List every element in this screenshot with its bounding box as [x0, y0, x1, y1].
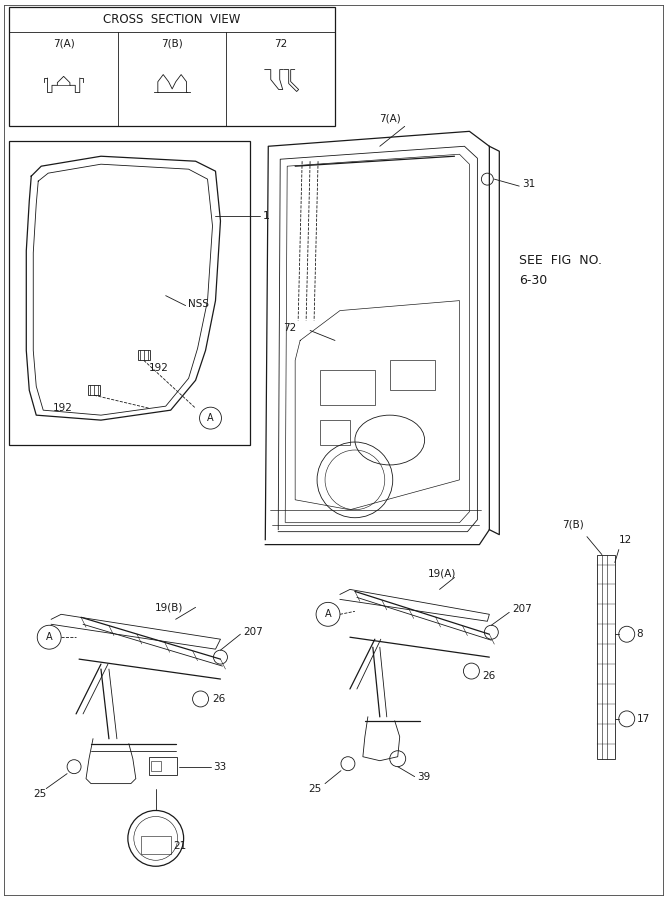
Text: A: A — [207, 413, 214, 423]
Bar — [88, 385, 100, 395]
Bar — [138, 350, 150, 360]
Bar — [149, 757, 177, 775]
Text: 192: 192 — [53, 403, 73, 413]
Text: 207: 207 — [243, 627, 263, 637]
Text: 26: 26 — [213, 694, 225, 704]
Text: 25: 25 — [33, 788, 47, 798]
Bar — [320, 370, 375, 405]
Text: 72: 72 — [274, 39, 287, 49]
Text: 12: 12 — [619, 535, 632, 544]
Text: 17: 17 — [637, 714, 650, 724]
Text: 21: 21 — [173, 842, 187, 851]
Text: NSS: NSS — [187, 299, 209, 309]
Text: CROSS  SECTION  VIEW: CROSS SECTION VIEW — [103, 14, 241, 26]
Bar — [141, 836, 171, 854]
Text: 19(B): 19(B) — [155, 602, 183, 612]
Text: A: A — [46, 632, 53, 643]
Text: 7(A): 7(A) — [53, 39, 75, 49]
Text: 19(A): 19(A) — [428, 569, 456, 579]
Bar — [597, 554, 615, 759]
Bar — [390, 360, 435, 391]
Text: 72: 72 — [283, 322, 296, 332]
Text: 1: 1 — [263, 211, 270, 221]
Bar — [9, 7, 335, 126]
Text: 26: 26 — [482, 671, 496, 681]
Text: 6-30: 6-30 — [519, 274, 548, 287]
Text: 8: 8 — [637, 629, 644, 639]
Text: A: A — [325, 609, 331, 619]
Text: SEE  FIG  NO.: SEE FIG NO. — [519, 255, 602, 267]
Text: 7(B): 7(B) — [161, 39, 183, 49]
Bar — [151, 760, 161, 770]
Text: 31: 31 — [522, 179, 536, 189]
Text: 7(A): 7(A) — [379, 113, 401, 123]
Text: 25: 25 — [308, 784, 321, 794]
Text: 207: 207 — [512, 604, 532, 615]
Text: 39: 39 — [418, 771, 431, 781]
Text: 33: 33 — [213, 761, 227, 771]
Bar — [9, 141, 250, 445]
Bar — [320, 420, 350, 445]
Text: 192: 192 — [149, 364, 169, 374]
Text: 7(B): 7(B) — [562, 519, 584, 530]
